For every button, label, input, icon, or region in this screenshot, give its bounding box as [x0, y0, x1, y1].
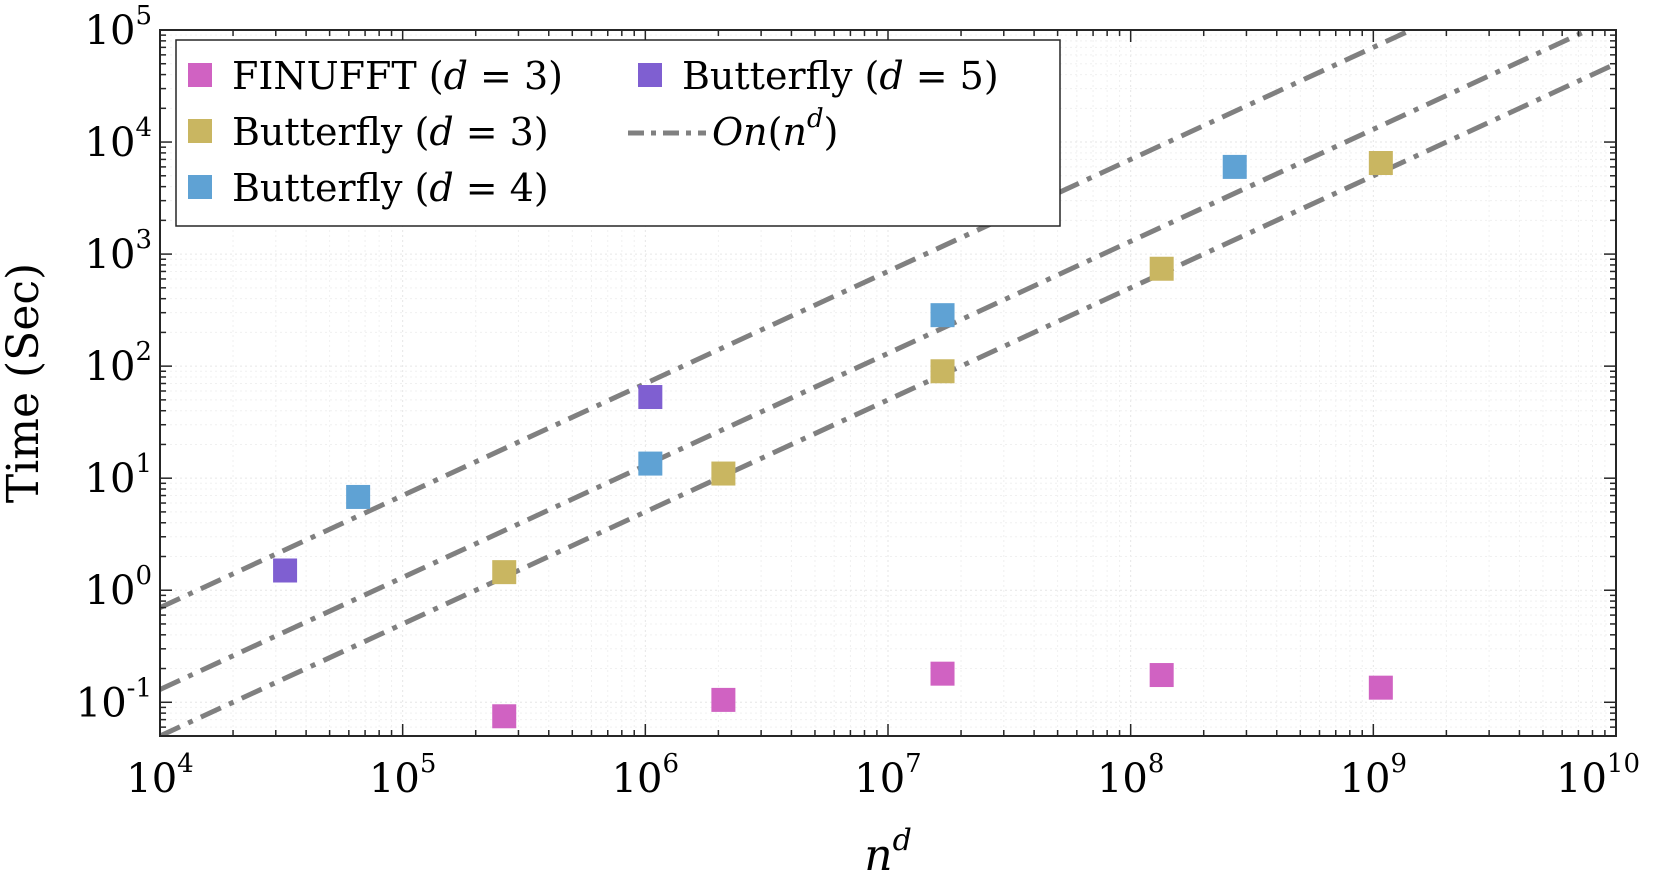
- y-tick-label: 105: [85, 1, 152, 54]
- y-tick-label-exp: 3: [135, 225, 152, 255]
- y-tick-label: 103: [85, 225, 152, 278]
- y-tick-label-base: 10: [85, 344, 136, 390]
- data-point: [273, 558, 298, 583]
- x-tick-label: 106: [612, 749, 679, 802]
- legend-item: Butterfly (d = 3): [188, 110, 549, 154]
- legend: FINUFFT (d = 3) Butterfly (d = 3) Butterfl…: [175, 39, 1061, 227]
- legend-item: FINUFFT (d = 3): [188, 54, 563, 98]
- data-point: [1149, 256, 1174, 281]
- y-tick-label: 101: [85, 449, 152, 502]
- data-point: [1222, 154, 1247, 179]
- data-point: [1368, 151, 1393, 176]
- y-axis-title: Time (Sec): [0, 263, 49, 503]
- y-tick-label: 102: [85, 337, 152, 390]
- y-tick-label-exp: 1: [135, 449, 152, 479]
- x-axis-title-sup: d: [893, 823, 912, 858]
- y-tick-label: 100: [85, 561, 152, 614]
- y-tick-label-base: 10: [76, 680, 127, 726]
- data-point: [1149, 663, 1174, 688]
- legend-label: FINUFFT (d = 3): [232, 54, 563, 98]
- data-point: [1368, 675, 1393, 700]
- data-point: [930, 359, 955, 384]
- data-point: [930, 661, 955, 686]
- data-points: [273, 151, 1393, 729]
- x-tick-label-base: 10: [854, 756, 905, 802]
- y-tick-label: 10-1: [76, 673, 152, 726]
- data-point: [492, 560, 517, 585]
- legend-box: [175, 39, 1061, 227]
- y-tick-label-base: 10: [85, 120, 136, 166]
- data-point: [638, 385, 663, 410]
- reference-line: [160, 30, 1595, 692]
- x-tick-label: 104: [126, 749, 193, 802]
- x-tick-label: 105: [369, 749, 436, 802]
- y-tick-label-base: 10: [85, 8, 136, 54]
- y-tick-label-base: 10: [85, 232, 136, 278]
- data-point: [930, 303, 955, 328]
- legend-item: Butterfly (d = 5): [638, 54, 999, 98]
- data-point: [711, 687, 736, 712]
- y-tick-label-base: 10: [85, 456, 136, 502]
- x-tick-label-exp: 10: [1607, 749, 1640, 779]
- legend-label: Butterfly (d = 4): [232, 166, 549, 210]
- legend-swatch: [188, 175, 212, 199]
- x-tick-label-base: 10: [126, 756, 177, 802]
- legend-item: On(nd): [628, 104, 838, 154]
- y-tick-label-exp: 0: [135, 561, 152, 591]
- y-tick-label-exp: 2: [135, 337, 152, 367]
- reference-line: [160, 30, 1417, 610]
- data-point: [492, 704, 517, 729]
- x-tick-label: 107: [854, 749, 921, 802]
- x-tick-label-exp: 6: [663, 749, 680, 779]
- y-tick-label-base: 10: [85, 568, 136, 614]
- x-tick-labels: 104 105 106 107 108 109 1010: [126, 749, 1640, 802]
- x-tick-label-exp: 9: [1391, 749, 1408, 779]
- y-tick-label-exp: -1: [127, 673, 152, 703]
- x-tick-label-base: 10: [612, 756, 663, 802]
- legend-swatch: [188, 63, 212, 87]
- axis-ticks: [159, 29, 1617, 737]
- legend-swatch: [188, 119, 212, 143]
- data-point: [346, 484, 371, 509]
- y-tick-label-exp: 5: [135, 1, 152, 31]
- legend-label: On(nd): [712, 104, 838, 154]
- x-tick-label-exp: 5: [420, 749, 437, 779]
- x-tick-label-base: 10: [1556, 756, 1607, 802]
- data-point: [711, 461, 736, 486]
- x-tick-label: 1010: [1556, 749, 1640, 802]
- x-tick-label: 109: [1340, 749, 1407, 802]
- legend-swatch: [638, 63, 662, 87]
- reference-line: [160, 61, 1616, 736]
- x-axis-title: nd: [864, 823, 912, 878]
- x-tick-label-base: 10: [1097, 756, 1148, 802]
- data-point: [638, 451, 663, 476]
- y-tick-label-exp: 4: [135, 113, 152, 143]
- y-tick-label: 104: [85, 113, 152, 166]
- x-axis-title-base: n: [864, 830, 892, 878]
- x-tick-label-base: 10: [369, 756, 420, 802]
- legend-label: Butterfly (d = 5): [682, 54, 999, 98]
- reference-lines: [160, 30, 1616, 736]
- x-tick-label-exp: 8: [1148, 749, 1165, 779]
- x-tick-label: 108: [1097, 749, 1164, 802]
- x-tick-label-exp: 4: [177, 749, 194, 779]
- legend-item: Butterfly (d = 4): [188, 166, 549, 210]
- x-tick-label-exp: 7: [905, 749, 922, 779]
- legend-label: Butterfly (d = 3): [232, 110, 549, 154]
- x-tick-label-base: 10: [1340, 756, 1391, 802]
